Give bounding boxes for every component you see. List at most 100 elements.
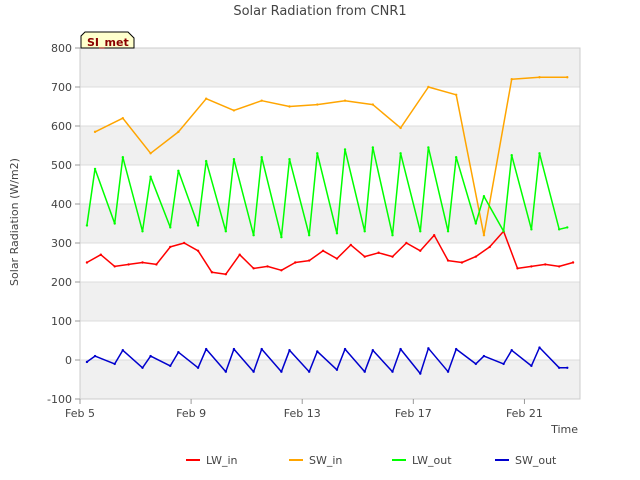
data-point bbox=[544, 263, 547, 266]
data-point bbox=[93, 167, 97, 171]
data-point bbox=[252, 370, 255, 373]
data-point bbox=[196, 366, 200, 369]
data-point bbox=[510, 349, 513, 352]
grid-bands bbox=[80, 47, 580, 400]
data-point bbox=[510, 78, 513, 81]
data-point bbox=[280, 370, 283, 373]
data-point bbox=[141, 261, 144, 264]
data-point bbox=[363, 370, 366, 373]
data-point bbox=[516, 267, 519, 270]
series-line-sw-in bbox=[94, 76, 568, 236]
data-point bbox=[474, 255, 478, 258]
data-point bbox=[474, 362, 478, 366]
x-tick-label: Feb 9 bbox=[176, 407, 206, 420]
data-point bbox=[169, 245, 172, 249]
data-point bbox=[232, 157, 236, 161]
data-point bbox=[399, 126, 402, 130]
data-point bbox=[196, 224, 200, 227]
data-point bbox=[316, 103, 319, 106]
x-tick-label: Feb 13 bbox=[284, 407, 321, 420]
data-point bbox=[510, 154, 513, 157]
data-point bbox=[405, 241, 408, 245]
series-line-lw-out bbox=[86, 146, 568, 238]
data-point bbox=[224, 230, 228, 233]
plot-area-border bbox=[79, 47, 581, 400]
y-tick-label: 0 bbox=[65, 354, 72, 367]
data-point bbox=[280, 235, 283, 239]
y-tick-label: 800 bbox=[51, 42, 72, 55]
data-point bbox=[391, 370, 394, 373]
data-point bbox=[557, 265, 561, 268]
data-point bbox=[149, 175, 152, 178]
data-point bbox=[474, 222, 478, 225]
grid-band bbox=[80, 360, 580, 399]
data-point bbox=[252, 234, 255, 237]
data-point bbox=[502, 230, 505, 233]
data-point bbox=[85, 224, 89, 227]
data-point bbox=[371, 103, 375, 106]
data-point bbox=[177, 130, 180, 134]
data-point bbox=[307, 370, 311, 373]
data-point bbox=[294, 261, 297, 264]
data-point bbox=[446, 370, 450, 373]
data-point bbox=[182, 241, 186, 245]
data-point bbox=[177, 351, 180, 354]
y-tick-label: 600 bbox=[51, 120, 72, 133]
data-point bbox=[85, 360, 89, 364]
y-tick-label: -100 bbox=[47, 393, 72, 406]
data-point bbox=[99, 253, 103, 256]
data-point bbox=[288, 349, 291, 352]
data-point bbox=[252, 267, 255, 270]
data-point bbox=[127, 263, 130, 266]
data-point bbox=[232, 347, 236, 351]
y-tick-label: 300 bbox=[51, 237, 72, 250]
data-point bbox=[566, 76, 569, 79]
data-point bbox=[399, 347, 402, 351]
data-point bbox=[232, 109, 236, 112]
data-point bbox=[288, 105, 291, 108]
y-tick-label: 200 bbox=[51, 276, 72, 289]
legend-label: SW_out bbox=[515, 454, 557, 467]
data-point bbox=[210, 271, 214, 274]
data-point bbox=[399, 152, 402, 155]
data-point bbox=[391, 234, 394, 237]
data-point bbox=[530, 228, 533, 231]
data-point bbox=[502, 362, 505, 366]
data-point bbox=[538, 346, 541, 349]
data-point bbox=[260, 99, 263, 102]
y-tick-label: 100 bbox=[51, 315, 72, 328]
data-point bbox=[155, 263, 158, 266]
data-point bbox=[204, 159, 208, 163]
grid-band bbox=[80, 282, 580, 321]
data-point bbox=[121, 156, 125, 159]
data-point bbox=[224, 370, 228, 373]
y-tick-label: 400 bbox=[51, 198, 72, 211]
x-axis-label: Time bbox=[550, 423, 578, 436]
data-point bbox=[266, 265, 269, 268]
y-axis-label: Solar Radiation (W/m2) bbox=[8, 158, 21, 286]
data-point bbox=[363, 230, 366, 233]
data-point bbox=[419, 230, 422, 233]
grid-band bbox=[80, 48, 580, 87]
series-line-sw-out bbox=[86, 346, 568, 375]
data-point bbox=[482, 195, 486, 198]
data-point bbox=[307, 234, 311, 237]
data-point bbox=[93, 354, 97, 358]
data-point bbox=[260, 156, 263, 159]
data-point bbox=[538, 152, 541, 155]
data-point bbox=[335, 368, 339, 371]
series-line-lw-in bbox=[86, 230, 574, 275]
data-point bbox=[238, 253, 241, 256]
data-point bbox=[427, 146, 430, 149]
data-point bbox=[482, 354, 486, 358]
legend-label: LW_in bbox=[206, 454, 238, 467]
data-point bbox=[566, 366, 569, 369]
data-point bbox=[454, 156, 458, 159]
x-axis-ticks: Feb 5 Feb 9 Feb 13 Feb 17 Feb 21 bbox=[65, 399, 543, 420]
data-point bbox=[113, 222, 116, 225]
y-tick-label: 500 bbox=[51, 159, 72, 172]
x-tick-label: Feb 21 bbox=[506, 407, 543, 420]
data-point bbox=[427, 85, 430, 89]
